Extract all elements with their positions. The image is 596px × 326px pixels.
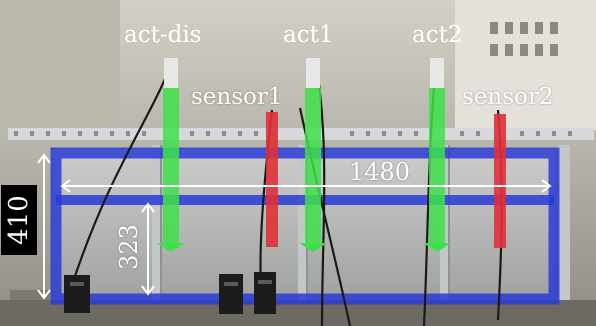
label-height-410: 410 [1, 185, 37, 255]
label-act1: act1 [283, 22, 334, 48]
actuator-act1 [299, 58, 327, 252]
rail-holes [14, 131, 572, 136]
label-sensor1: sensor1 [191, 84, 283, 110]
dimension-width-arrow [60, 179, 552, 193]
wall-panel-left [0, 0, 120, 135]
floor-debris [10, 290, 50, 300]
cabinet-switches [490, 22, 558, 56]
controller-boxes [64, 272, 276, 314]
label-act-dis: act-dis [124, 22, 202, 48]
actuator-act-dis [157, 58, 185, 252]
actuator-act2 [423, 58, 451, 252]
label-depth-323: 323 [114, 224, 143, 270]
label-act2: act2 [412, 22, 463, 48]
label-sensor2: sensor2 [462, 84, 554, 110]
wall-cabinet-right [455, 0, 596, 130]
label-width-1480: 1480 [349, 158, 411, 186]
sensor-1-probe [266, 112, 278, 247]
height-410-text: 410 [4, 195, 34, 245]
dimension-depth-arrow [141, 202, 155, 296]
dimension-height-arrow [37, 153, 51, 300]
top-rail [8, 128, 594, 140]
sensor-2-probe [494, 114, 506, 248]
